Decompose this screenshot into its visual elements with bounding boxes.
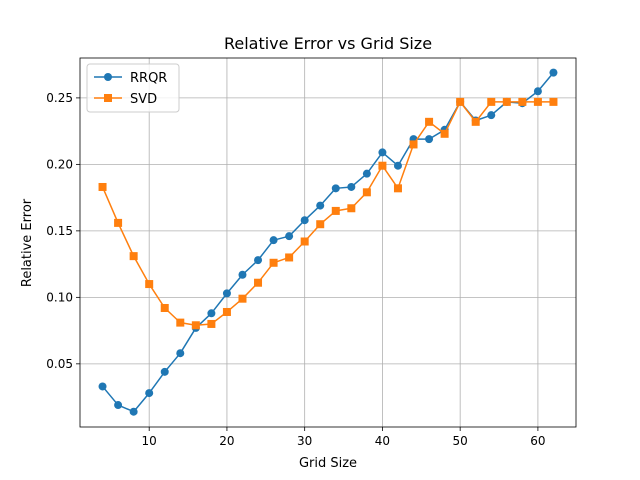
data-point-rrqr	[254, 256, 263, 265]
x-axis-label: Grid Size	[299, 456, 357, 471]
x-tick-label: 20	[219, 434, 234, 448]
data-point-rrqr	[238, 270, 247, 279]
data-point-svd	[331, 206, 340, 215]
legend-marker-rrqr	[104, 73, 112, 81]
data-point-rrqr	[549, 68, 558, 77]
data-point-svd	[549, 97, 558, 106]
data-point-svd	[191, 321, 200, 330]
data-point-rrqr	[300, 216, 309, 225]
y-axis-ticks: 0.05 0.10 0.15 0.20 0.25	[46, 91, 80, 371]
data-point-svd	[269, 258, 278, 267]
y-tick-label: 0.25	[46, 91, 73, 105]
legend-marker-svd	[104, 94, 112, 102]
data-point-svd	[316, 220, 325, 229]
data-point-svd	[456, 97, 465, 106]
data-point-rrqr	[176, 349, 185, 358]
data-point-rrqr	[362, 169, 371, 178]
data-point-svd	[393, 184, 402, 193]
data-point-svd	[362, 188, 371, 197]
data-point-svd	[300, 237, 309, 246]
x-tick-label: 10	[142, 434, 157, 448]
data-point-svd	[114, 218, 123, 227]
y-axis-label: Relative Error	[20, 198, 35, 287]
data-point-svd	[518, 97, 527, 106]
y-tick-label: 0.10	[46, 290, 73, 304]
data-point-svd	[254, 278, 263, 287]
chart-title: Relative Error vs Grid Size	[224, 34, 432, 53]
data-point-svd	[425, 117, 434, 126]
data-point-svd	[285, 253, 294, 262]
y-tick-label: 0.05	[46, 357, 73, 371]
data-point-rrqr	[331, 184, 340, 193]
data-point-rrqr	[425, 135, 434, 144]
data-point-svd	[129, 252, 138, 261]
plot-frame	[79, 57, 577, 428]
data-point-rrqr	[160, 367, 169, 376]
y-tick-label: 0.15	[46, 224, 73, 238]
data-point-svd	[409, 140, 418, 149]
legend: RRQR SVD	[86, 63, 180, 113]
data-point-svd	[440, 129, 449, 138]
data-point-rrqr	[393, 161, 402, 170]
data-point-svd	[378, 161, 387, 170]
x-tick-label: 40	[375, 434, 390, 448]
data-point-rrqr	[487, 111, 496, 120]
series-svd	[98, 97, 558, 330]
data-point-rrqr	[129, 407, 138, 416]
data-point-svd	[238, 294, 247, 303]
data-point-rrqr	[269, 236, 278, 245]
legend-label-svd: SVD	[130, 92, 157, 107]
data-point-svd	[160, 303, 169, 312]
data-point-rrqr	[533, 87, 542, 96]
data-point-rrqr	[98, 382, 107, 391]
data-point-rrqr	[207, 309, 216, 318]
x-tick-label: 30	[297, 434, 312, 448]
x-tick-label: 50	[453, 434, 468, 448]
data-point-rrqr	[145, 389, 154, 398]
x-tick-label: 60	[530, 434, 545, 448]
data-point-rrqr	[347, 182, 356, 191]
legend-entry-svd: SVD	[94, 92, 157, 107]
data-point-svd	[207, 319, 216, 328]
legend-label-rrqr: RRQR	[130, 71, 167, 86]
data-point-svd	[176, 318, 185, 327]
legend-entry-rrqr: RRQR	[94, 71, 167, 86]
data-point-svd	[145, 280, 154, 289]
y-tick-label: 0.20	[46, 157, 73, 171]
data-point-svd	[347, 204, 356, 213]
data-point-svd	[471, 117, 480, 126]
data-point-rrqr	[316, 201, 325, 210]
x-axis-ticks: 10 20 30 40 50 60	[142, 427, 546, 448]
data-point-rrqr	[285, 232, 294, 241]
data-point-svd	[487, 97, 496, 106]
data-point-rrqr	[378, 148, 387, 157]
data-point-rrqr	[222, 289, 231, 298]
data-point-svd	[222, 307, 231, 316]
data-point-svd	[502, 97, 511, 106]
series-layer	[98, 68, 558, 416]
data-point-rrqr	[114, 401, 123, 410]
data-point-svd	[98, 182, 107, 191]
data-point-svd	[533, 97, 542, 106]
